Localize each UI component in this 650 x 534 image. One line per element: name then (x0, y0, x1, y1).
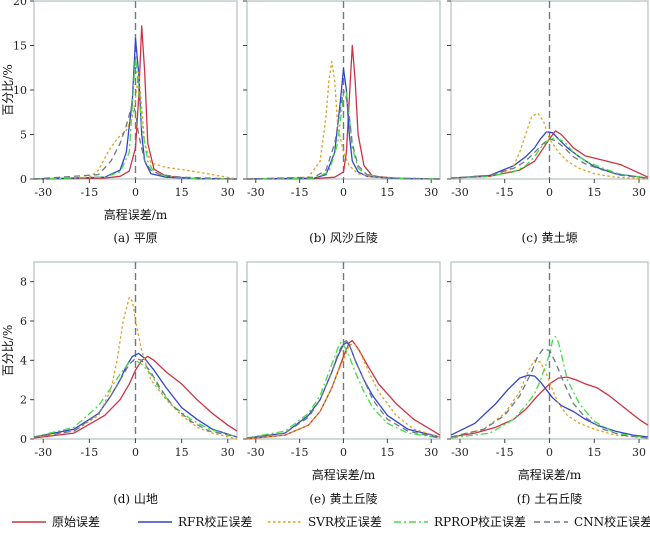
y-tick-label: 0 (20, 433, 27, 446)
series-line-orig (450, 130, 649, 179)
x-tick-label: 15 (380, 446, 394, 459)
series-line-rprop (33, 55, 238, 180)
x-tick-label: 15 (175, 186, 189, 199)
x-axis-label: 高程误差/m (104, 207, 168, 222)
legend: 原始误差 RFR校正误差 SVR校正误差 RPROP校正误差 CNN校正误差 (12, 514, 650, 529)
series-line-cnn (33, 357, 238, 438)
legend-label-rfr: RFR校正误差 (178, 514, 252, 529)
panel-caption: (a) 平原 (113, 231, 157, 245)
y-tick-label: 20 (13, 0, 27, 8)
series-line-orig (33, 355, 238, 439)
x-tick-label: 30 (221, 446, 235, 459)
x-tick-label: 0 (132, 446, 139, 459)
panel-caption: (c) 黄土塬 (522, 231, 578, 245)
x-tick-label: -15 (291, 446, 309, 459)
y-tick-label: 6 (20, 315, 27, 328)
series-line-rfr (450, 374, 649, 438)
x-tick-label: -30 (451, 446, 469, 459)
series-line-cnn (246, 340, 441, 439)
legend-label-svr: SVR校正误差 (308, 514, 382, 529)
series-line-rfr (33, 352, 238, 438)
x-tick-label: -30 (247, 186, 265, 199)
series-line-rprop (246, 341, 441, 439)
x-tick-label: 30 (424, 446, 438, 459)
series-line-rprop (246, 92, 441, 180)
x-tick-label: 30 (632, 186, 646, 199)
y-tick-label: 2 (20, 394, 27, 407)
x-tick-label: -30 (34, 446, 52, 459)
y-tick-label: 0 (20, 173, 27, 186)
x-axis-label: 高程误差/m (518, 467, 582, 482)
x-tick-label: -15 (291, 186, 309, 199)
legend-label-orig: 原始误差 (52, 515, 100, 529)
x-tick-label: 0 (132, 186, 139, 199)
panel-caption: (b) 风沙丘陵 (309, 231, 378, 245)
x-tick-label: 0 (546, 186, 553, 199)
y-tick-label: 15 (13, 40, 27, 53)
panel-1: 0 5 10 15 20 -30 -15 0 15 30 百分比/% 高程误差/m (a) 平原 (1, 0, 238, 245)
x-tick-label: 30 (632, 446, 646, 459)
series-line-cnn (450, 347, 649, 439)
x-tick-label: 30 (221, 186, 235, 199)
series-line-svr (450, 359, 649, 439)
x-tick-label: 0 (340, 446, 347, 459)
panel-2: -30 -15 0 15 30 (b) 风沙丘陵 (243, 0, 441, 245)
y-tick-label: 8 (20, 276, 27, 289)
series-line-rprop (450, 137, 649, 179)
legend-label-rprop: RPROP校正误差 (434, 514, 526, 529)
series-line-svr (246, 60, 441, 180)
x-tick-label: -30 (34, 186, 52, 199)
y-axis-label: 百分比/% (1, 64, 15, 115)
series-line-svr (246, 343, 441, 440)
series-line-rprop (450, 336, 649, 439)
panel-caption: (e) 黄土丘陵 (309, 492, 377, 506)
x-tick-label: -15 (81, 186, 99, 199)
legend-label-cnn: CNN校正误差 (574, 514, 650, 529)
panel-caption: (f) 土石丘陵 (517, 492, 583, 506)
x-tick-label: 0 (340, 186, 347, 199)
series-line-rfr (246, 341, 441, 439)
x-tick-label: 15 (587, 446, 601, 459)
x-tick-label: 15 (587, 186, 601, 199)
series-line-cnn (246, 89, 441, 180)
x-tick-label: -15 (496, 186, 514, 199)
series-line-orig (450, 376, 649, 438)
x-tick-label: -30 (247, 446, 265, 459)
y-axis-label: 百分比/% (1, 325, 15, 376)
x-axis-label: 高程误差/m (312, 467, 376, 482)
x-tick-label: -15 (81, 446, 99, 459)
series-line-cnn (450, 138, 649, 179)
y-tick-label: 5 (20, 129, 27, 142)
x-tick-label: 15 (175, 446, 189, 459)
panel-6: -30 -15 0 15 30 高程误差/m (f) 土石丘陵 (447, 261, 649, 506)
y-tick-label: 4 (20, 354, 27, 367)
x-tick-label: 15 (380, 186, 394, 199)
series-line-orig (246, 340, 441, 440)
series-line-rprop (33, 359, 238, 438)
series-line-cnn (33, 102, 238, 180)
y-tick-label: 10 (13, 84, 27, 97)
x-tick-label: 30 (424, 186, 438, 199)
x-tick-label: 0 (546, 446, 553, 459)
x-tick-label: -30 (451, 186, 469, 199)
panel-4: 0 2 4 6 8 -30 -15 0 15 30 百分比/% (d) 山地 (1, 261, 238, 506)
panel-3: -30 -15 0 15 30 (c) 黄土塬 (447, 0, 649, 245)
series-line-rfr (246, 67, 441, 180)
series-line-svr (33, 296, 238, 440)
panel-caption: (d) 山地 (113, 492, 158, 506)
panel-5: -30 -15 0 15 30 高程误差/m (e) 黄土丘陵 (243, 261, 441, 506)
x-tick-label: -15 (496, 446, 514, 459)
series-line-rfr (450, 131, 649, 179)
